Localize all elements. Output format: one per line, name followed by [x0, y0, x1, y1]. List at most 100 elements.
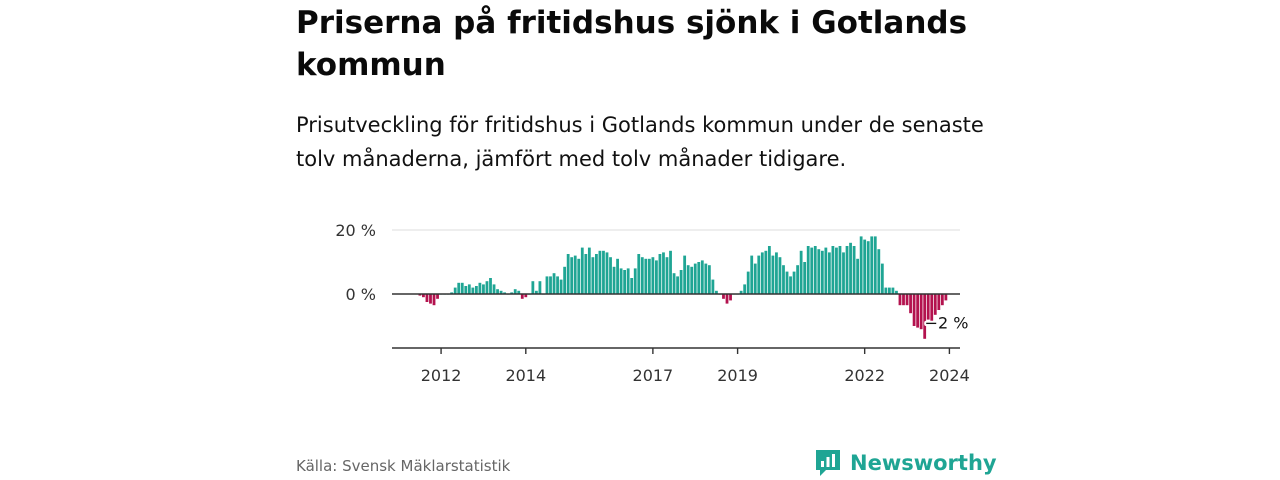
bar — [898, 294, 902, 306]
bar — [725, 294, 729, 304]
bar — [482, 284, 485, 294]
bar — [704, 263, 708, 294]
bar — [739, 290, 743, 294]
bar — [693, 263, 697, 294]
bar — [873, 236, 877, 294]
bar — [556, 276, 559, 294]
bar — [587, 247, 591, 294]
bar — [690, 266, 694, 294]
bar — [782, 265, 785, 294]
bar — [520, 294, 524, 299]
y-tick-label: 20 % — [335, 221, 376, 240]
bar — [665, 257, 669, 294]
bar — [813, 246, 817, 294]
bar — [859, 236, 863, 294]
bar — [930, 294, 934, 326]
bar — [887, 287, 891, 294]
bar — [757, 255, 761, 294]
bar — [531, 281, 535, 294]
bar — [944, 294, 948, 301]
bar — [640, 257, 644, 294]
x-tick-label: 2014 — [505, 366, 546, 385]
bar — [743, 284, 747, 294]
x-tick-label: 2022 — [844, 366, 885, 385]
bar — [570, 257, 574, 294]
bar — [877, 249, 881, 294]
bar — [425, 294, 429, 302]
bar — [856, 258, 860, 294]
bar — [651, 257, 655, 294]
bar — [806, 246, 810, 294]
bar — [799, 250, 803, 294]
bar — [764, 250, 768, 294]
bar — [513, 289, 517, 294]
axes — [392, 293, 960, 354]
bar — [460, 282, 464, 294]
bar — [655, 260, 658, 294]
bar — [785, 271, 789, 294]
bar — [803, 262, 807, 294]
bar — [552, 273, 556, 294]
bar — [937, 294, 941, 310]
bar — [831, 246, 835, 294]
bar — [940, 294, 944, 306]
bar — [912, 294, 916, 326]
bar — [471, 287, 475, 294]
bar — [524, 294, 528, 298]
brand-name: Newsworthy — [850, 451, 997, 475]
bar — [566, 254, 570, 294]
bar — [810, 247, 814, 294]
bar — [796, 265, 800, 294]
bar — [767, 246, 771, 294]
bar — [591, 257, 595, 294]
bar — [683, 255, 687, 294]
bar — [775, 252, 778, 294]
bar — [902, 294, 905, 306]
bar — [637, 254, 641, 294]
bar — [866, 241, 870, 294]
bar — [789, 276, 792, 294]
bar — [619, 268, 623, 294]
bar — [842, 252, 845, 294]
latest-value-label: −2 % — [925, 313, 969, 332]
bar — [870, 236, 874, 294]
bar — [478, 282, 482, 294]
bar — [605, 252, 609, 294]
bar — [612, 266, 616, 294]
bar — [563, 266, 567, 294]
bar — [626, 268, 630, 294]
bar — [453, 287, 457, 294]
bar — [729, 294, 732, 301]
bar — [464, 286, 468, 294]
bar — [422, 294, 425, 298]
bar — [700, 260, 704, 294]
bar — [616, 258, 619, 294]
bar — [457, 282, 461, 294]
bar-chart: 0 % 20 % 2012 2014 2017 2019 2022 2024 −2 % — [335, 221, 970, 385]
bar — [623, 270, 627, 294]
bar — [534, 290, 538, 294]
bar — [672, 273, 676, 294]
bar — [715, 290, 718, 294]
bar — [436, 294, 439, 299]
bar — [884, 287, 888, 294]
bar — [697, 262, 701, 294]
bar — [432, 294, 436, 306]
bar — [707, 265, 711, 294]
y-tick-label: 0 % — [346, 285, 376, 304]
bar — [849, 242, 852, 294]
bar — [595, 254, 598, 294]
bar — [499, 290, 503, 294]
bar — [630, 278, 634, 294]
newsworthy-logo[interactable]: Newsworthy — [814, 446, 997, 480]
bar — [609, 257, 612, 294]
bar — [824, 247, 828, 294]
bar — [485, 281, 489, 294]
bar — [598, 250, 602, 294]
bar — [820, 250, 824, 294]
chart-subtitle: Prisutveckling för fritidshus i Gotlands… — [296, 113, 984, 171]
bar — [669, 250, 672, 294]
bar — [676, 276, 679, 294]
bar — [584, 254, 588, 294]
bar — [573, 255, 577, 294]
